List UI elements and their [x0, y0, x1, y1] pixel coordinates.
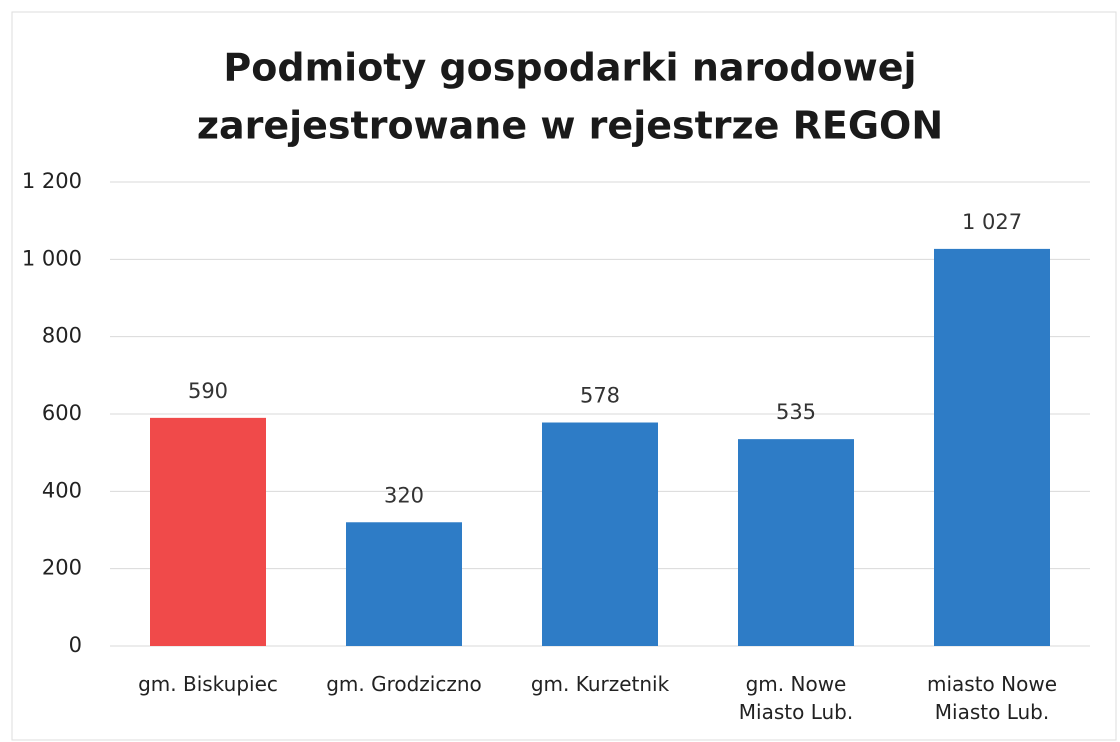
- data-label: 535: [776, 400, 816, 424]
- bar: [150, 417, 266, 646]
- x-tick-label: gm. Biskupiec: [138, 672, 278, 696]
- bar: [346, 522, 462, 646]
- y-tick-label: 600: [42, 401, 82, 425]
- y-tick-label: 1 200: [22, 169, 82, 193]
- x-tick-label: miasto Nowe Miasto Lub.: [926, 672, 1057, 724]
- data-label: 590: [188, 379, 228, 403]
- x-tick-label: gm. Grodziczno: [326, 672, 482, 696]
- bar: [934, 248, 1050, 647]
- y-tick-label: 0: [69, 633, 82, 657]
- bar: [542, 422, 658, 646]
- chart-title: Podmioty gospodarki narodowej: [223, 46, 916, 90]
- data-label: 1 027: [962, 210, 1022, 234]
- data-label: 320: [384, 483, 424, 507]
- x-tick-label: gm. Nowe Miasto Lub.: [738, 672, 854, 724]
- chart-frame: [11, 11, 1117, 741]
- y-tick-label: 1 000: [22, 246, 82, 270]
- y-tick-label: 800: [42, 324, 82, 348]
- y-tick-label: 200: [42, 556, 82, 580]
- x-tick-label: gm. Kurzetnik: [530, 672, 670, 696]
- y-tick-label: 400: [42, 478, 82, 502]
- chart-title: zarejestrowane w rejestrze REGON: [197, 104, 943, 148]
- data-label: 578: [580, 384, 620, 408]
- bar: [738, 439, 854, 646]
